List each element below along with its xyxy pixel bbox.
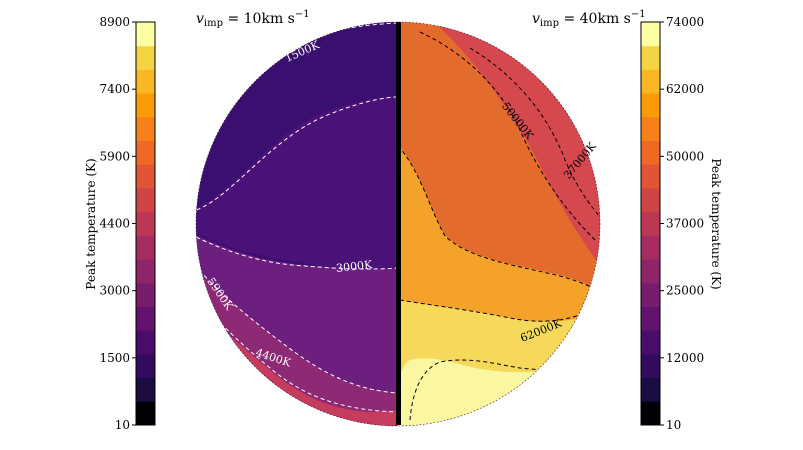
left-colorbar-ticks: 8900 7400 5900 4400 3000 1500 10 <box>99 15 136 432</box>
right-colorbar-segment <box>641 401 660 426</box>
left-colorbar-segment <box>136 22 155 47</box>
right-colorbar-segment <box>641 259 660 284</box>
right-contour-62000-inner <box>409 359 600 421</box>
left-colorbar: 8900 7400 5900 4400 3000 1500 10 Peak temperat… <box>84 15 156 432</box>
left-colorbar-tick-label: 7400 <box>99 82 130 96</box>
right-colorbar-segment <box>641 353 660 379</box>
left-colorbar-segment <box>136 93 155 118</box>
left-region-mid <box>196 95 398 269</box>
left-colorbar-segment <box>136 282 155 307</box>
right-colorbar-segment <box>641 306 660 331</box>
right-colorbar-tick-label: 74000 <box>666 15 704 29</box>
right-colorbar-segment <box>641 377 660 402</box>
right-colorbar-segment <box>641 282 660 307</box>
left-colorbar-segment <box>136 353 155 379</box>
left-colorbar-segment <box>136 69 155 94</box>
left-colorbar-tick-label: 4400 <box>99 217 130 231</box>
right-colorbar-tick-label: 50000 <box>666 149 704 163</box>
right-colorbar-tick-label: 25000 <box>666 284 704 298</box>
left-colorbar-segment <box>136 116 155 142</box>
left-colorbar-tick-label: 8900 <box>99 15 130 29</box>
left-colorbar-tick-label: 1500 <box>99 351 130 365</box>
center-divider <box>396 22 401 425</box>
right-colorbar-segment <box>641 140 660 165</box>
left-colorbar-segment <box>136 187 155 213</box>
right-contour-50000-upper <box>419 31 596 241</box>
left-colorbar-segment <box>136 377 155 402</box>
right-colorbar-tick-label: 62000 <box>666 82 704 96</box>
right-colorbar-segment <box>641 69 660 94</box>
right-colorbar-label: Peak temperature (K) <box>709 158 723 289</box>
left-colorbar-segment <box>136 211 155 236</box>
right-temperature-map <box>398 22 600 426</box>
right-panel-title: vimp = 40km s−1 <box>532 9 646 29</box>
left-colorbar-segment <box>136 306 155 331</box>
right-colorbar-segment <box>641 187 660 213</box>
left-colorbar-label: Peak temperature (K) <box>84 158 98 289</box>
left-contour-5900 <box>196 289 398 413</box>
right-colorbar-segment <box>641 235 660 260</box>
left-colorbar-segment <box>136 235 155 260</box>
left-colorbar-segment <box>136 330 155 355</box>
left-colorbar-segment <box>136 259 155 284</box>
right-contour-37000 <box>469 47 600 229</box>
left-colorbar-tick-label: 3000 <box>99 284 130 298</box>
right-contour-62000 <box>399 299 600 322</box>
left-contour-3000-lower <box>196 233 398 270</box>
disk-outline <box>195 21 601 427</box>
right-colorbar-segment <box>641 45 660 70</box>
left-colorbar-tick-label: 5900 <box>99 149 130 163</box>
left-panel-title: vimp = 10km s−1 <box>196 9 310 29</box>
right-colorbar-segment <box>641 93 660 118</box>
left-colorbar-segment <box>136 140 155 165</box>
left-colorbar-tick-label: 10 <box>115 418 130 432</box>
right-colorbar-segment <box>641 22 660 47</box>
right-colorbar-segment <box>641 116 660 142</box>
right-colorbar-segments <box>641 22 660 426</box>
right-colorbar-segment <box>641 164 660 189</box>
right-colorbar-segment <box>641 330 660 355</box>
right-colorbar-tick-label: 10 <box>666 418 681 432</box>
left-contour-4400 <box>196 264 398 394</box>
right-colorbar-ticks: 74000 62000 50000 37000 25000 12000 10 <box>660 15 704 432</box>
left-colorbar-segment <box>136 45 155 70</box>
left-colorbar-segments <box>136 22 155 426</box>
left-colorbar-segment <box>136 164 155 189</box>
left-colorbar-segment <box>136 401 155 426</box>
right-colorbar: 74000 62000 50000 37000 25000 12000 10 Peak te… <box>640 15 723 432</box>
left-temperature-map <box>196 22 398 426</box>
right-colorbar-tick-label: 12000 <box>666 351 704 365</box>
left-contour-label-3000: 3000K <box>335 258 373 275</box>
right-colorbar-segment <box>641 211 660 236</box>
right-colorbar-tick-label: 37000 <box>666 217 704 231</box>
